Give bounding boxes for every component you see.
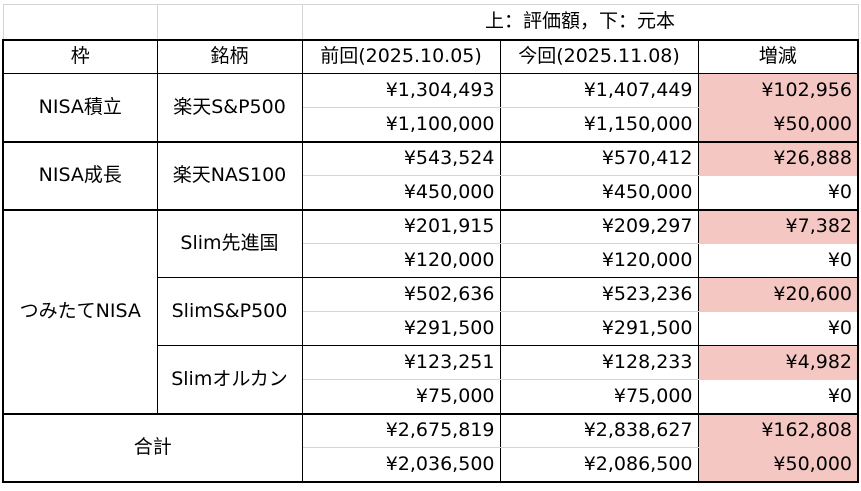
- principal-curr[interactable]: ¥120,000: [499, 243, 699, 278]
- frame-nisa-tsumitate[interactable]: NISA積立: [2, 73, 158, 143]
- total-value-prev[interactable]: ¥2,675,819: [301, 413, 501, 448]
- value-diff[interactable]: ¥20,600: [697, 277, 859, 312]
- header-row: 枠 銘柄 前回(2025.10.05) 今回(2025.11.08) 増減: [2, 38, 859, 74]
- principal-diff[interactable]: ¥0: [697, 175, 859, 211]
- holdings-table: 上：評価額，下：元本 枠 銘柄 前回(2025.10.05) 今回(2025.1…: [2, 4, 859, 483]
- fund-slim-developed[interactable]: Slim先進国: [156, 209, 303, 278]
- total-value-curr[interactable]: ¥2,838,627: [499, 413, 699, 448]
- value-diff[interactable]: ¥102,956: [697, 73, 859, 108]
- table-row: ¥1,100,000 ¥1,150,000 ¥50,000: [3, 107, 859, 143]
- cell-empty[interactable]: [156, 4, 303, 40]
- header-frame[interactable]: 枠: [2, 38, 158, 74]
- table-row: つみたてNISA Slim先進国 ¥201,915 ¥209,297 ¥7,38…: [2, 209, 859, 415]
- principal-prev[interactable]: ¥291,500: [301, 311, 501, 346]
- table-row: ¥120,000 ¥120,000 ¥0: [3, 243, 859, 278]
- value-curr[interactable]: ¥523,236: [499, 277, 699, 312]
- fund-slim-sp500[interactable]: SlimS&P500: [156, 277, 303, 346]
- header-fund[interactable]: 銘柄: [156, 38, 303, 74]
- total-row: ¥2,036,500 ¥2,086,500 ¥50,000: [3, 447, 859, 483]
- value-prev[interactable]: ¥1,304,493: [301, 73, 501, 108]
- header-curr[interactable]: 今回(2025.11.08): [499, 38, 699, 74]
- cell-empty[interactable]: [2, 4, 158, 40]
- principal-curr[interactable]: ¥75,000: [499, 379, 699, 415]
- value-diff[interactable]: ¥4,982: [697, 345, 859, 380]
- value-prev[interactable]: ¥543,524: [301, 141, 501, 176]
- header-prev[interactable]: 前回(2025.10.05): [301, 38, 501, 74]
- principal-curr[interactable]: ¥1,150,000: [499, 107, 699, 143]
- table-row: ¥450,000 ¥450,000 ¥0: [3, 175, 859, 211]
- total-value-diff[interactable]: ¥162,808: [697, 413, 859, 448]
- fund-rakuten-sp500[interactable]: 楽天S&P500: [156, 73, 303, 143]
- principal-prev[interactable]: ¥120,000: [301, 243, 501, 278]
- frame-tsumitate-nisa[interactable]: つみたてNISA: [2, 209, 158, 415]
- fund-slim-allcountry[interactable]: Slimオルカン: [156, 345, 303, 415]
- table-row: SlimS&P500 ¥502,636 ¥523,236 ¥20,600: [3, 277, 859, 346]
- table-row: NISA成長 楽天NAS100 ¥543,524 ¥570,412 ¥26,88…: [2, 141, 859, 211]
- table-row: NISA積立 楽天S&P500 ¥1,304,493 ¥1,407,449 ¥1…: [2, 73, 859, 143]
- principal-diff[interactable]: ¥0: [697, 379, 859, 415]
- total-principal-prev[interactable]: ¥2,036,500: [301, 447, 501, 483]
- table-row: Slimオルカン ¥123,251 ¥128,233 ¥4,982: [3, 345, 859, 415]
- value-curr[interactable]: ¥209,297: [499, 209, 699, 244]
- frame-nisa-seicho[interactable]: NISA成長: [2, 141, 158, 211]
- total-label[interactable]: 合計: [2, 413, 303, 483]
- value-diff[interactable]: ¥7,382: [697, 209, 859, 244]
- total-principal-curr[interactable]: ¥2,086,500: [499, 447, 699, 483]
- table-row: ¥291,500 ¥291,500 ¥0: [3, 311, 859, 346]
- total-principal-diff[interactable]: ¥50,000: [697, 447, 859, 483]
- principal-prev[interactable]: ¥1,100,000: [301, 107, 501, 143]
- value-prev[interactable]: ¥502,636: [301, 277, 501, 312]
- principal-diff[interactable]: ¥0: [697, 243, 859, 278]
- note-row: 上：評価額，下：元本: [2, 4, 859, 40]
- principal-diff[interactable]: ¥0: [697, 311, 859, 346]
- principal-curr[interactable]: ¥450,000: [499, 175, 699, 211]
- principal-diff[interactable]: ¥50,000: [697, 107, 859, 143]
- value-curr[interactable]: ¥1,407,449: [499, 73, 699, 108]
- value-prev[interactable]: ¥123,251: [301, 345, 501, 380]
- value-curr[interactable]: ¥128,233: [499, 345, 699, 380]
- legend-note[interactable]: 上：評価額，下：元本: [301, 4, 859, 40]
- total-row: 合計 ¥2,675,819 ¥2,838,627 ¥162,808: [2, 413, 859, 483]
- table-row: ¥75,000 ¥75,000 ¥0: [3, 379, 859, 415]
- fund-rakuten-nas100[interactable]: 楽天NAS100: [156, 141, 303, 211]
- principal-curr[interactable]: ¥291,500: [499, 311, 699, 346]
- principal-prev[interactable]: ¥450,000: [301, 175, 501, 211]
- header-diff[interactable]: 増減: [697, 38, 859, 74]
- principal-prev[interactable]: ¥75,000: [301, 379, 501, 415]
- value-diff[interactable]: ¥26,888: [697, 141, 859, 176]
- value-prev[interactable]: ¥201,915: [301, 209, 501, 244]
- value-curr[interactable]: ¥570,412: [499, 141, 699, 176]
